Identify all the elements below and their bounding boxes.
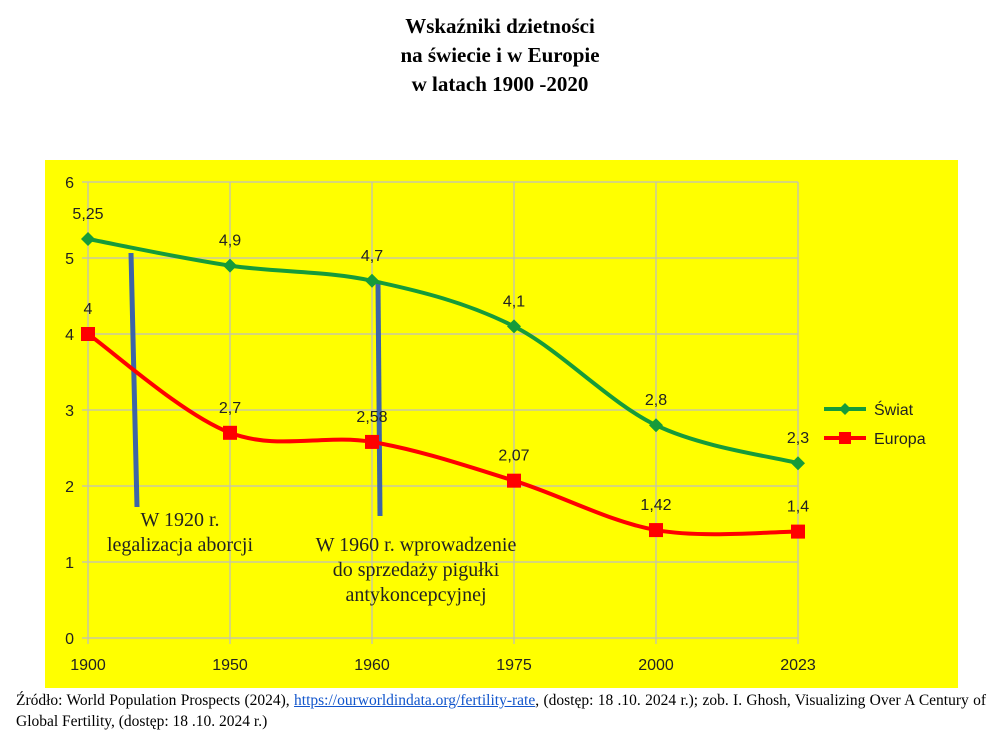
annotation-pointer-1960	[375, 282, 383, 517]
data-point-marker	[507, 319, 521, 334]
source-link[interactable]: https://ourworldindata.org/fertility-rat…	[294, 692, 536, 709]
x-tick-label: 2023	[780, 657, 816, 674]
data-label: 4,9	[219, 233, 241, 250]
series-line-Świat	[87, 237, 799, 466]
source-note: Źródło: World Population Prospects (2024…	[16, 690, 986, 732]
y-tick-label: 0	[65, 631, 74, 648]
legend-marker	[839, 403, 851, 415]
data-point-marker	[223, 425, 237, 440]
data-point-marker	[81, 232, 95, 246]
data-point-marker	[81, 327, 95, 341]
data-label: 2,07	[498, 448, 529, 465]
source-prefix: Źródło: World Population Prospects (2024…	[16, 692, 295, 709]
data-point-marker	[791, 524, 805, 539]
plot-background	[45, 160, 958, 688]
source-suffix: , (dostęp: 18 .10. 2024 r.); zob. I. Gho…	[16, 692, 986, 730]
y-tick-label: 6	[65, 175, 74, 192]
x-tick-label: 1950	[212, 657, 248, 674]
legend-label: Świat	[874, 400, 914, 419]
data-label: 4,7	[361, 248, 383, 265]
y-tick-label: 4	[65, 327, 74, 344]
annotation-text: W 1920 r.	[140, 509, 219, 531]
title-line: w latach 1900 -2020	[411, 72, 589, 96]
legend-marker	[839, 432, 851, 444]
x-tick-label: 2000	[638, 657, 674, 674]
x-tick-label: 1975	[496, 657, 532, 674]
data-label: 2,3	[787, 430, 809, 447]
title-line: Wskaźniki dzietności	[405, 14, 595, 38]
y-tick-label: 2	[65, 479, 74, 496]
data-point-marker	[649, 523, 663, 538]
x-tick-label: 1900	[70, 657, 106, 674]
annotation-text: legalizacja aborcji	[107, 534, 253, 556]
data-point-marker	[365, 273, 379, 288]
data-label: 2,8	[645, 392, 667, 409]
data-label: 4,1	[503, 293, 525, 310]
title-line: na świecie i w Europie	[400, 43, 600, 67]
annotation-text: antykoncepcyjnej	[345, 584, 486, 606]
annotation-text: W 1960 r. wprowadzenie	[316, 534, 517, 556]
chart-title: Wskaźniki dzietności na świecie i w Euro…	[0, 12, 1000, 99]
y-tick-label: 3	[65, 403, 74, 420]
fertility-chart: 0 1 2 3 4 5 6 1900 1950 1960 1975 2000 2023 W 1920 r.…	[45, 160, 958, 688]
y-tick-label: 5	[65, 251, 74, 268]
data-label: 5,25	[72, 206, 103, 223]
legend-label: Europa	[874, 431, 926, 448]
y-tick-label: 1	[65, 555, 74, 572]
data-label: 2,7	[219, 400, 241, 417]
annotation-pointer-1920	[128, 252, 140, 508]
data-label: 1,42	[640, 497, 671, 514]
data-point-marker	[649, 418, 663, 433]
data-point-marker	[365, 434, 379, 449]
data-point-marker	[507, 473, 521, 488]
data-label: 2,58	[356, 409, 387, 426]
data-label: 4	[84, 301, 93, 318]
data-point-marker	[791, 456, 805, 471]
annotation-text: do sprzedaży pigułki	[333, 559, 500, 581]
x-tick-label: 1960	[354, 657, 390, 674]
data-point-marker	[223, 258, 237, 273]
data-label: 1,4	[787, 499, 809, 516]
